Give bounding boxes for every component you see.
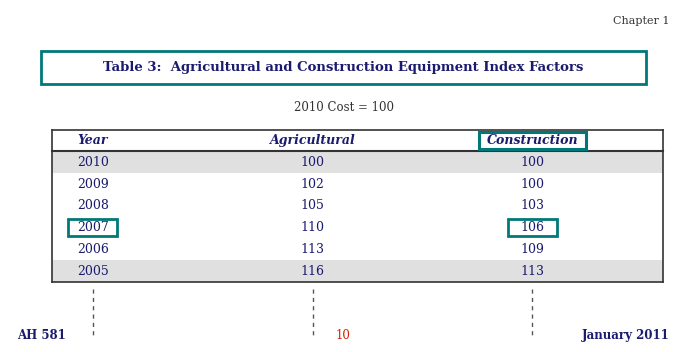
- Bar: [52, 130, 663, 151]
- Text: 2010: 2010: [77, 156, 109, 169]
- Text: Year: Year: [78, 134, 108, 147]
- Text: 2005: 2005: [77, 265, 109, 278]
- Text: Construction: Construction: [486, 134, 578, 147]
- Text: Table 3:  Agricultural and Construction Equipment Index Factors: Table 3: Agricultural and Construction E…: [103, 61, 584, 74]
- Text: 113: 113: [301, 243, 324, 256]
- Text: 2006: 2006: [77, 243, 109, 256]
- Text: January 2011: January 2011: [582, 329, 670, 342]
- Text: 113: 113: [521, 265, 544, 278]
- Text: 105: 105: [301, 200, 324, 212]
- Text: 109: 109: [521, 243, 544, 256]
- FancyBboxPatch shape: [480, 132, 585, 149]
- Text: 2008: 2008: [77, 200, 109, 212]
- Text: 2009: 2009: [77, 178, 109, 190]
- Text: Agricultural: Agricultural: [270, 134, 355, 147]
- Text: 2010 Cost = 100: 2010 Cost = 100: [293, 101, 394, 114]
- Text: 100: 100: [521, 178, 544, 190]
- Text: Chapter 1: Chapter 1: [613, 16, 670, 26]
- Bar: [52, 151, 663, 173]
- Text: 2007: 2007: [77, 221, 109, 234]
- Text: 110: 110: [301, 221, 324, 234]
- Text: 106: 106: [521, 221, 544, 234]
- Text: 116: 116: [301, 265, 324, 278]
- Text: 103: 103: [521, 200, 544, 212]
- Text: 10: 10: [336, 329, 351, 342]
- Text: 100: 100: [301, 156, 324, 169]
- Bar: [52, 260, 663, 282]
- Text: 100: 100: [521, 156, 544, 169]
- FancyBboxPatch shape: [41, 51, 646, 84]
- Text: AH 581: AH 581: [17, 329, 66, 342]
- Text: 102: 102: [301, 178, 324, 190]
